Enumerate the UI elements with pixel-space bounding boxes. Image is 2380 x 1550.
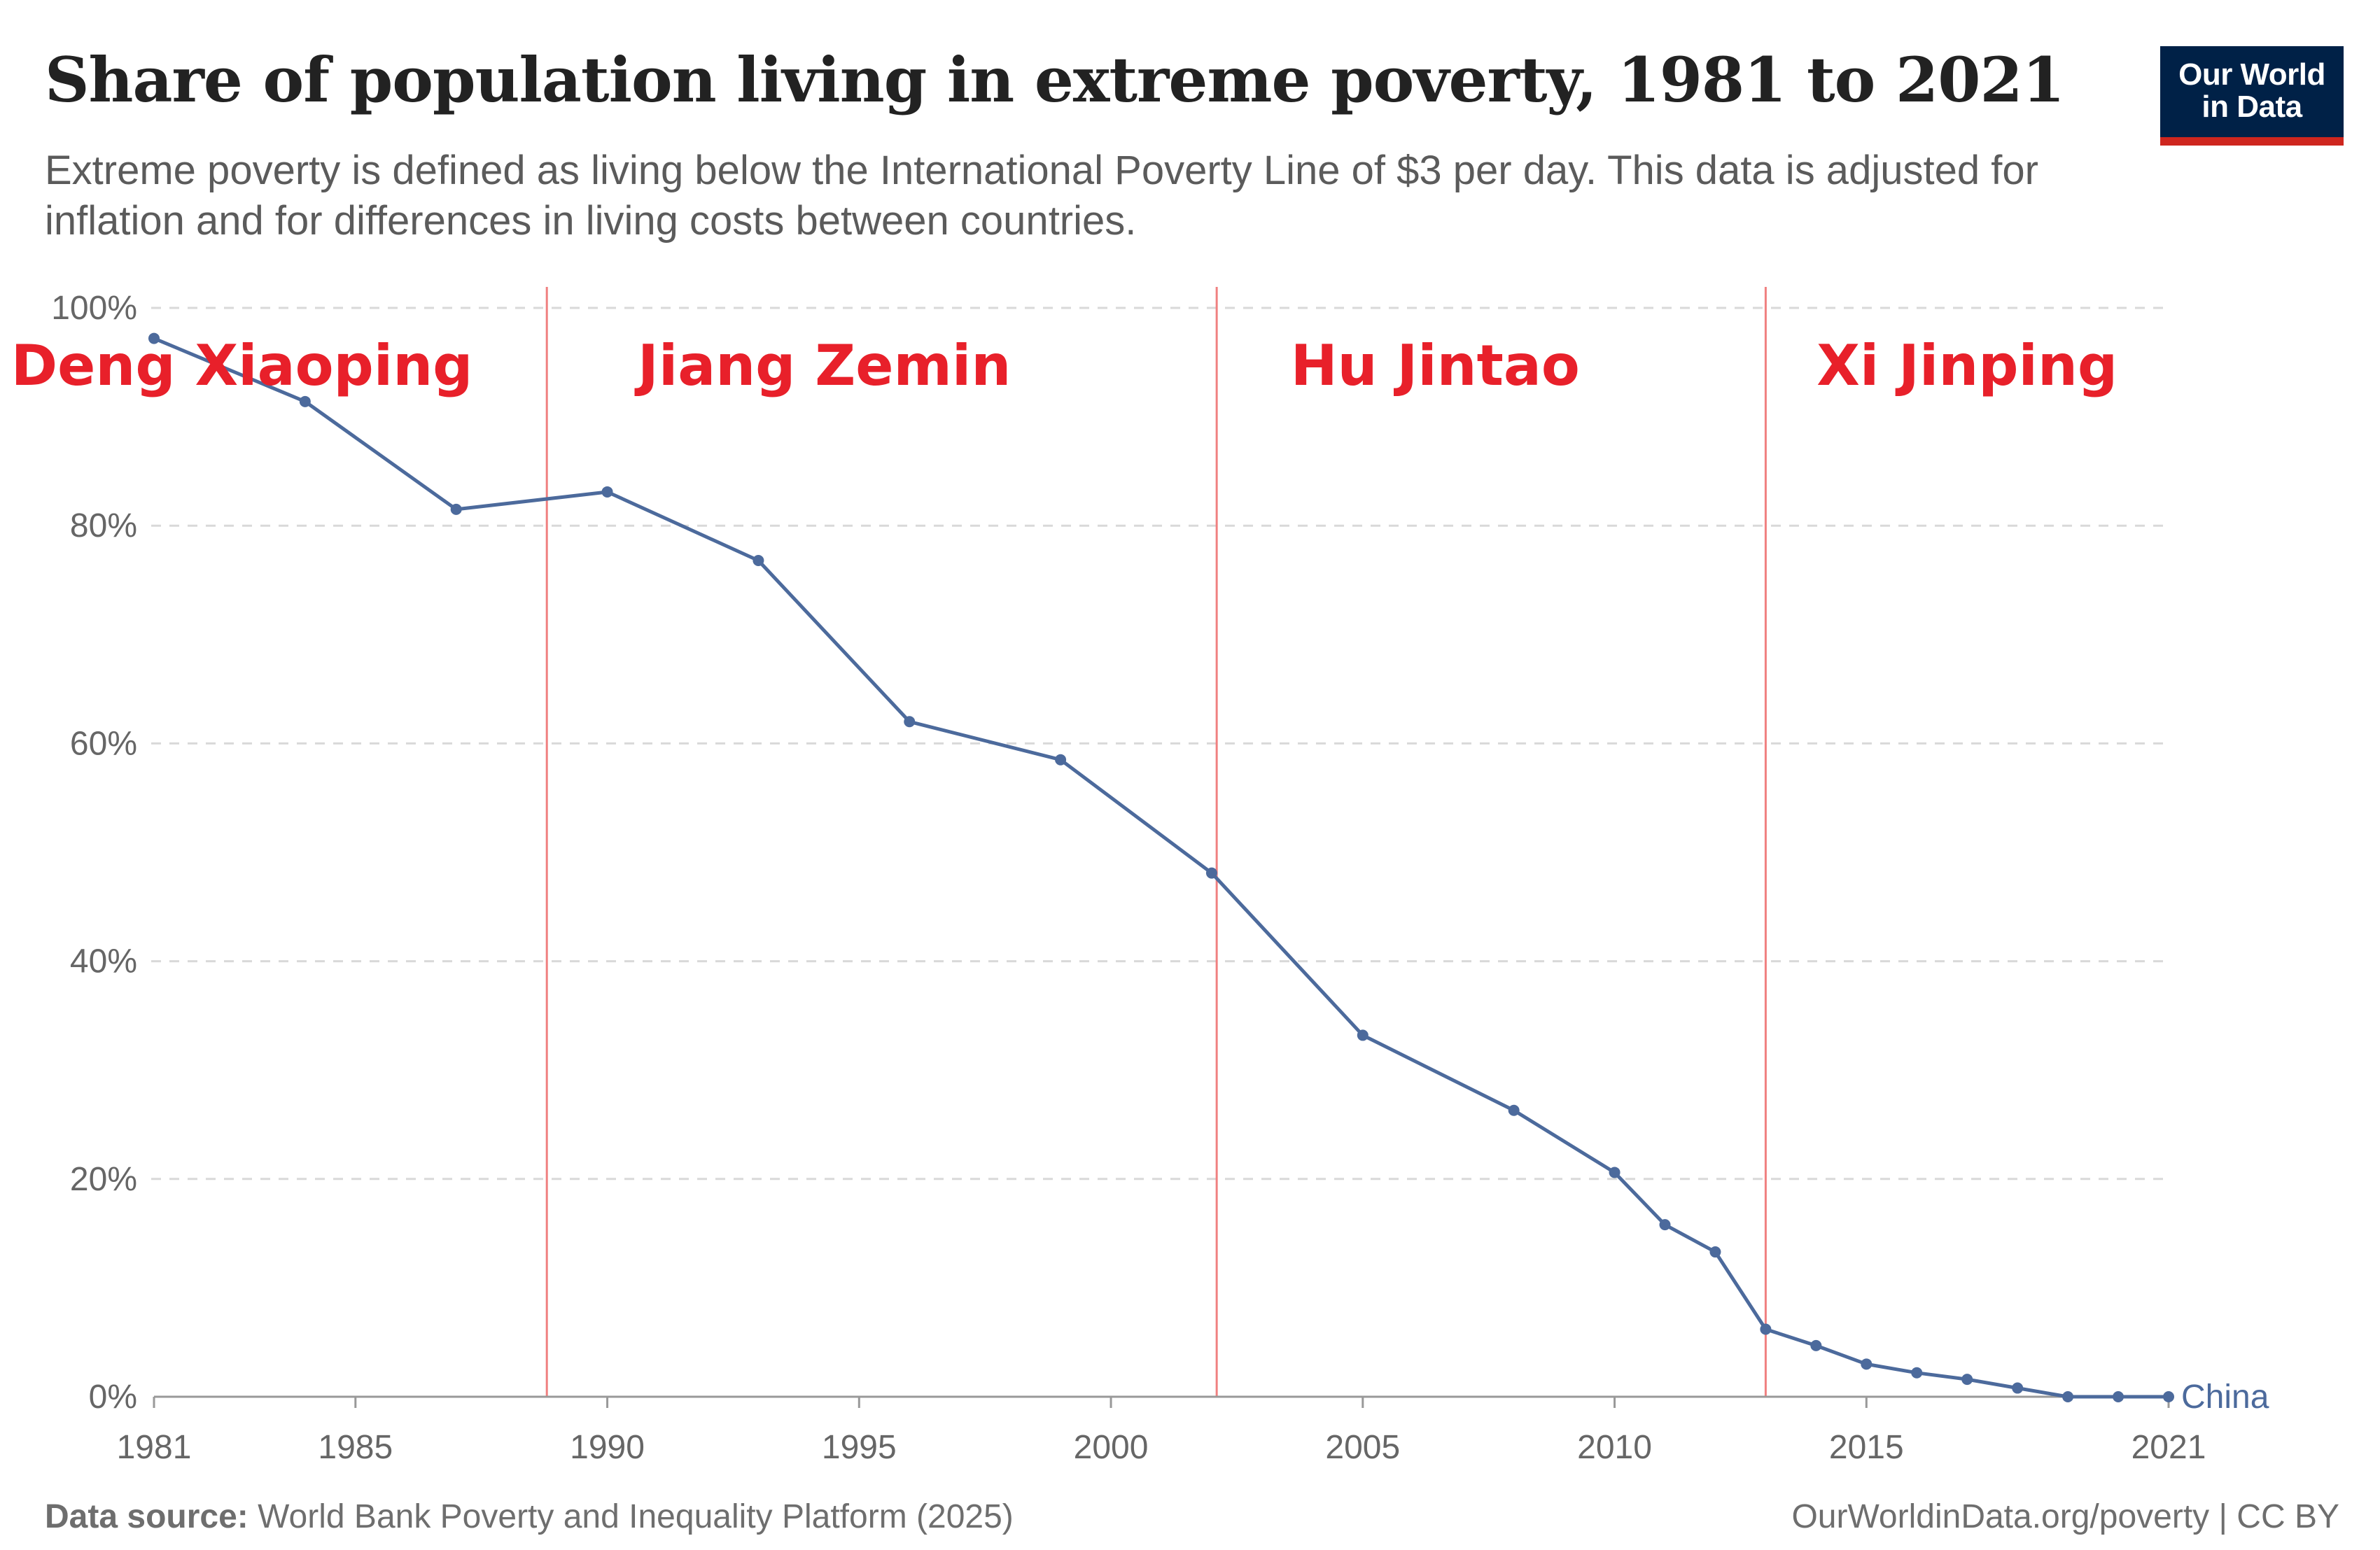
x-tick-label: 1981 bbox=[117, 1429, 192, 1466]
chart-subtitle: Extreme poverty is defined as living bel… bbox=[45, 148, 2038, 244]
data-point[interactable] bbox=[1508, 1104, 1520, 1116]
era-label: Jiang Zemin bbox=[634, 333, 1011, 398]
era-boundary-lines bbox=[545, 287, 1767, 1397]
era-label: Hu Jintao bbox=[1291, 333, 1580, 398]
data-point[interactable] bbox=[752, 554, 764, 566]
x-tick-label: 2010 bbox=[1577, 1429, 1652, 1466]
footer-link[interactable]: OurWorldinData.org/poverty | CC BY bbox=[1791, 1498, 2339, 1535]
data-point[interactable] bbox=[1911, 1367, 1923, 1379]
data-point[interactable] bbox=[1861, 1358, 1872, 1370]
data-point[interactable] bbox=[1609, 1167, 1620, 1178]
series-china: China bbox=[148, 332, 2269, 1416]
data-point[interactable] bbox=[1810, 1339, 1822, 1351]
data-point[interactable] bbox=[2012, 1382, 2024, 1394]
grid-lines bbox=[151, 307, 2169, 1181]
data-point[interactable] bbox=[2163, 1391, 2174, 1402]
data-point[interactable] bbox=[2113, 1391, 2124, 1402]
series-label-china: China bbox=[2181, 1379, 2269, 1416]
data-point[interactable] bbox=[601, 486, 613, 498]
logo-line-2: in Data bbox=[2202, 90, 2302, 124]
x-tick-label: 2005 bbox=[1325, 1429, 1400, 1466]
y-tick-label: 20% bbox=[70, 1161, 137, 1198]
data-point[interactable] bbox=[904, 716, 916, 728]
x-tick-label: 2015 bbox=[1829, 1429, 1904, 1466]
data-point[interactable] bbox=[1055, 754, 1067, 766]
x-tick-label: 1985 bbox=[318, 1429, 393, 1466]
y-tick-label: 60% bbox=[70, 725, 137, 762]
data-point[interactable] bbox=[299, 395, 311, 407]
logo-line-1: Our World bbox=[2178, 57, 2325, 92]
data-point[interactable] bbox=[1205, 867, 1217, 879]
era-labels: Deng Xiaoping Jiang Zemin Hu Jintao Xi Jinp… bbox=[11, 333, 2118, 398]
owid-logo[interactable]: Our World in Data bbox=[2160, 46, 2344, 146]
x-tick-label: 2000 bbox=[1074, 1429, 1149, 1466]
y-tick-label: 0% bbox=[89, 1379, 137, 1416]
data-point[interactable] bbox=[148, 332, 160, 344]
data-source-label: Data source: bbox=[45, 1498, 248, 1535]
era-label: Xi Jinping bbox=[1816, 333, 2118, 398]
data-source-text: World Bank Poverty and Inequality Platfo… bbox=[258, 1498, 1014, 1535]
x-tick-label: 2021 bbox=[2132, 1429, 2206, 1466]
axes: 0% 20% 40% 60% 80% 100% 1981 1985 1990 1995 2000 20… bbox=[51, 290, 2206, 1466]
y-tick-label: 40% bbox=[70, 943, 137, 980]
x-tick-label: 1995 bbox=[822, 1429, 897, 1466]
data-point[interactable] bbox=[2062, 1391, 2074, 1402]
y-tick-label: 100% bbox=[51, 290, 137, 327]
data-point[interactable] bbox=[1961, 1374, 1973, 1386]
data-point[interactable] bbox=[1659, 1219, 1671, 1231]
data-point[interactable] bbox=[1709, 1246, 1721, 1258]
data-point[interactable] bbox=[450, 503, 462, 515]
series-line-china bbox=[152, 337, 2171, 1399]
data-point[interactable] bbox=[1760, 1323, 1772, 1335]
chart-title: Share of population living in extreme po… bbox=[45, 43, 2065, 116]
era-label: Deng Xiaoping bbox=[11, 333, 473, 398]
data-source: Data source: World Bank Poverty and Ineq… bbox=[45, 1498, 1014, 1536]
data-point[interactable] bbox=[1357, 1029, 1368, 1041]
x-tick-label: 1990 bbox=[570, 1429, 645, 1466]
y-tick-label: 80% bbox=[70, 507, 137, 544]
